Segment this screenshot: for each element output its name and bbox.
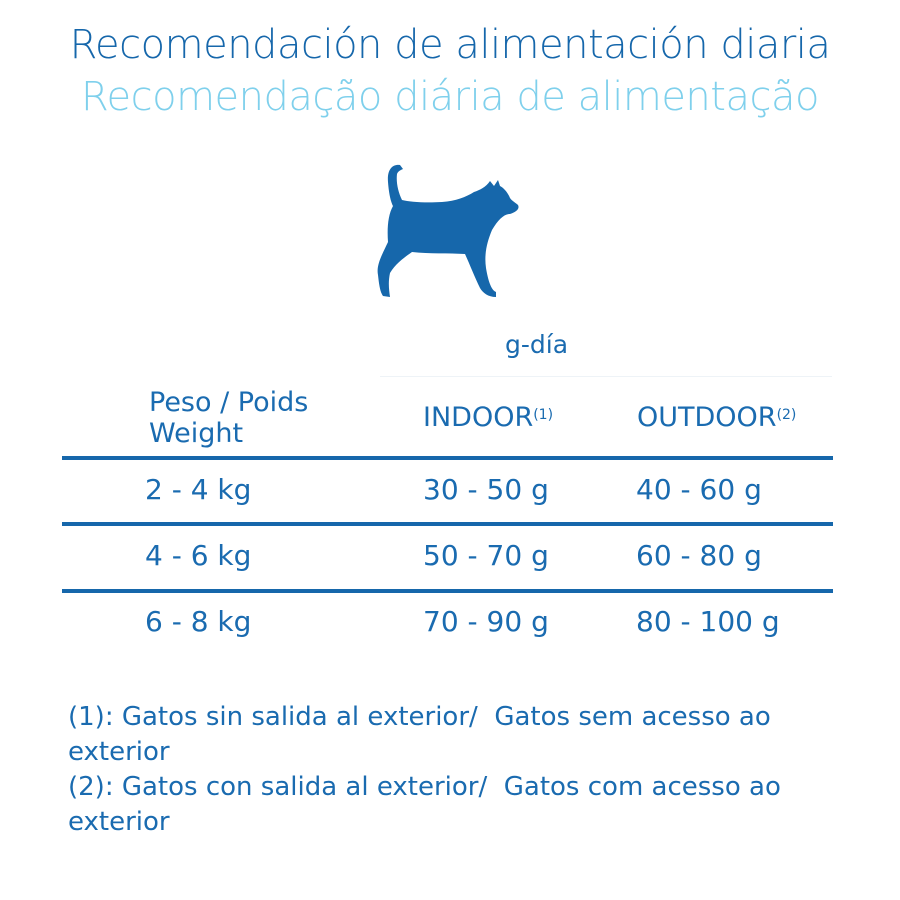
- footnote-2: (2): Gatos con salida al exterior/ Gatos…: [68, 772, 790, 837]
- divider: [380, 376, 832, 377]
- row-divider: [62, 456, 833, 460]
- outdoor-header: OUTDOOR(2): [637, 402, 796, 433]
- row-2-weight: 4 - 6 kg: [145, 539, 252, 572]
- row-3-weight: 6 - 8 kg: [145, 605, 252, 638]
- outdoor-label: OUTDOOR: [637, 402, 777, 433]
- weight-header: Peso / Poids Weight: [149, 387, 308, 449]
- indoor-note-ref: (1): [533, 407, 554, 423]
- row-3-indoor: 70 - 90 g: [423, 605, 549, 638]
- weight-header-line2: Weight: [149, 418, 244, 449]
- indoor-label: INDOOR: [423, 402, 534, 433]
- row-2-outdoor: 60 - 80 g: [636, 539, 762, 572]
- footnote-1: (1): Gatos sin salida al exterior/ Gatos…: [68, 702, 780, 767]
- outdoor-note-ref: (2): [776, 407, 797, 423]
- row-3-outdoor: 80 - 100 g: [636, 605, 780, 638]
- row-divider: [62, 522, 833, 526]
- title-portuguese: Recomendação diária de alimentação: [81, 74, 819, 120]
- title-spanish: Recomendación de alimentación diaria: [69, 22, 831, 68]
- row-1-weight: 2 - 4 kg: [145, 473, 252, 506]
- unit-label: g-día: [505, 330, 569, 359]
- weight-header-line1: Peso / Poids: [149, 387, 309, 418]
- row-divider: [62, 589, 833, 593]
- indoor-header: INDOOR(1): [423, 402, 553, 433]
- row-1-outdoor: 40 - 60 g: [636, 473, 762, 506]
- row-1-indoor: 30 - 50 g: [423, 473, 549, 506]
- footnotes: (1): Gatos sin salida al exterior/ Gatos…: [68, 700, 858, 840]
- row-2-indoor: 50 - 70 g: [423, 539, 549, 572]
- cat-silhouette-icon: [377, 164, 519, 297]
